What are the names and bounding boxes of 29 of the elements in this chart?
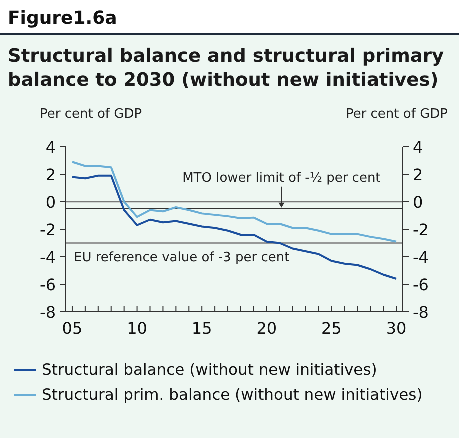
x-tick-label: 15	[192, 319, 212, 338]
x-tick-label: 25	[322, 319, 342, 338]
y2-tick-label: 4	[413, 138, 424, 157]
legend-label: Structural balance (without new initiatives)	[42, 361, 378, 379]
chart-subtitle: Structural balance and structural primary balance to 2030 (without new initiatives)	[8, 46, 444, 91]
y2-tick-label: -8	[413, 303, 429, 322]
legend-label: Structural prim. balance (without new initiatives)	[42, 386, 423, 404]
x-tick-label: 30	[386, 319, 407, 338]
y-tick-label: 2	[46, 166, 56, 184]
y2-tick-label: -4	[413, 248, 429, 267]
y2-tick-label: -6	[413, 276, 429, 294]
ref-line-label: EU reference value of -3 per cent	[74, 250, 290, 266]
x-tick-label: 05	[62, 319, 83, 338]
y-tick-label: 0	[46, 193, 56, 212]
y-tick-label: -4	[40, 248, 56, 267]
y-axis-title: Per cent of GDP	[40, 107, 142, 122]
chart-title: Figure1.6a	[8, 8, 118, 29]
y-tick-label: -8	[40, 303, 56, 322]
y2-tick-label: -2	[413, 220, 429, 240]
x-tick-label: 10	[127, 319, 148, 338]
line-series	[71, 161, 398, 243]
ref-line-label: MTO lower limit of -½ per cent	[182, 170, 381, 186]
y-tick-label: -2	[40, 220, 56, 240]
y-tick-label: 4	[46, 138, 56, 157]
y2-tick-label: 2	[413, 166, 424, 184]
y2-tick-label: 0	[413, 193, 424, 212]
y-tick-label: -6	[40, 276, 56, 294]
x-tick-label: 20	[256, 319, 278, 338]
y2-axis-title: Per cent of GDP	[346, 107, 448, 122]
